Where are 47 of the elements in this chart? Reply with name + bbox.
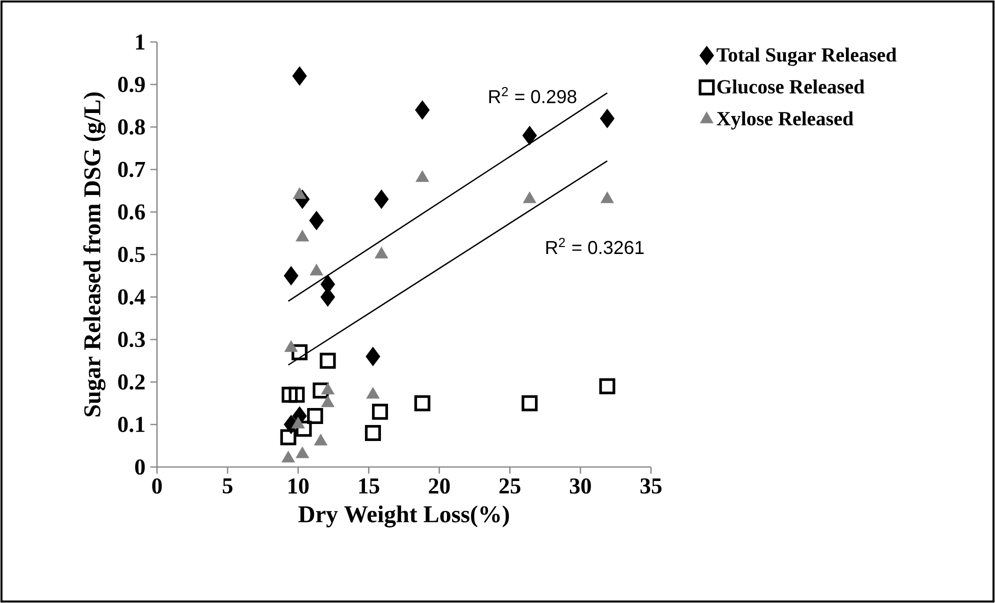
- y-tick-label: 0.2: [118, 374, 145, 390]
- annotation: R$^{2}$ = 0.3261: [546, 238, 644, 254]
- x-tick-label: 35: [640, 478, 662, 494]
- y-tick-label: 0.3: [118, 332, 145, 348]
- point: [372, 404, 388, 420]
- x-tick-label: 10: [288, 478, 309, 494]
- point: [292, 66, 307, 86]
- point: [320, 352, 336, 369]
- y-axis-title: Sugar Released from DSG (g/L): [83, 92, 106, 416]
- point: [296, 420, 312, 437]
- point: [366, 346, 380, 366]
- legend-label: Total Sugar Released: [716, 48, 897, 66]
- annotation: R$^{2}$ = 0.298: [489, 86, 576, 104]
- y-tick-label: 0.5: [118, 246, 145, 262]
- y-tick-label: 0: [135, 459, 145, 475]
- y-tick-label: 0.4: [118, 289, 146, 305]
- x-tick-label: 25: [499, 478, 520, 494]
- x-axis-title: Dry Weight Loss(%): [298, 505, 509, 528]
- x-tick-label: 15: [359, 478, 380, 494]
- point: [288, 386, 305, 403]
- y-tick-label: 0.1: [118, 416, 144, 432]
- point: [309, 210, 324, 230]
- point: [282, 386, 298, 403]
- point: [292, 344, 308, 360]
- point: [600, 108, 615, 128]
- legend-label: Glucose Released: [717, 79, 864, 94]
- point: [364, 425, 381, 441]
- point: [599, 378, 616, 394]
- point: [312, 382, 329, 398]
- point: [415, 100, 430, 120]
- point: [374, 190, 389, 209]
- legend-label: Xylose Released: [716, 111, 854, 130]
- x-tick-label: 30: [570, 478, 591, 494]
- y-tick-label: 0.9: [118, 76, 145, 92]
- point: [307, 408, 324, 424]
- point: [414, 395, 430, 412]
- x-tick-label: 5: [222, 478, 232, 494]
- y-tick-label: 0.7: [118, 162, 146, 178]
- x-tick-label: 0: [152, 478, 162, 494]
- x-tick-label: 20: [428, 478, 450, 494]
- y-tick-label: 0.8: [118, 119, 145, 135]
- point: [280, 429, 296, 446]
- point: [522, 126, 537, 146]
- y-tick-label: 1: [136, 34, 144, 50]
- point: [522, 395, 538, 412]
- point: [284, 266, 298, 286]
- y-tick-label: 0.6: [118, 204, 145, 220]
